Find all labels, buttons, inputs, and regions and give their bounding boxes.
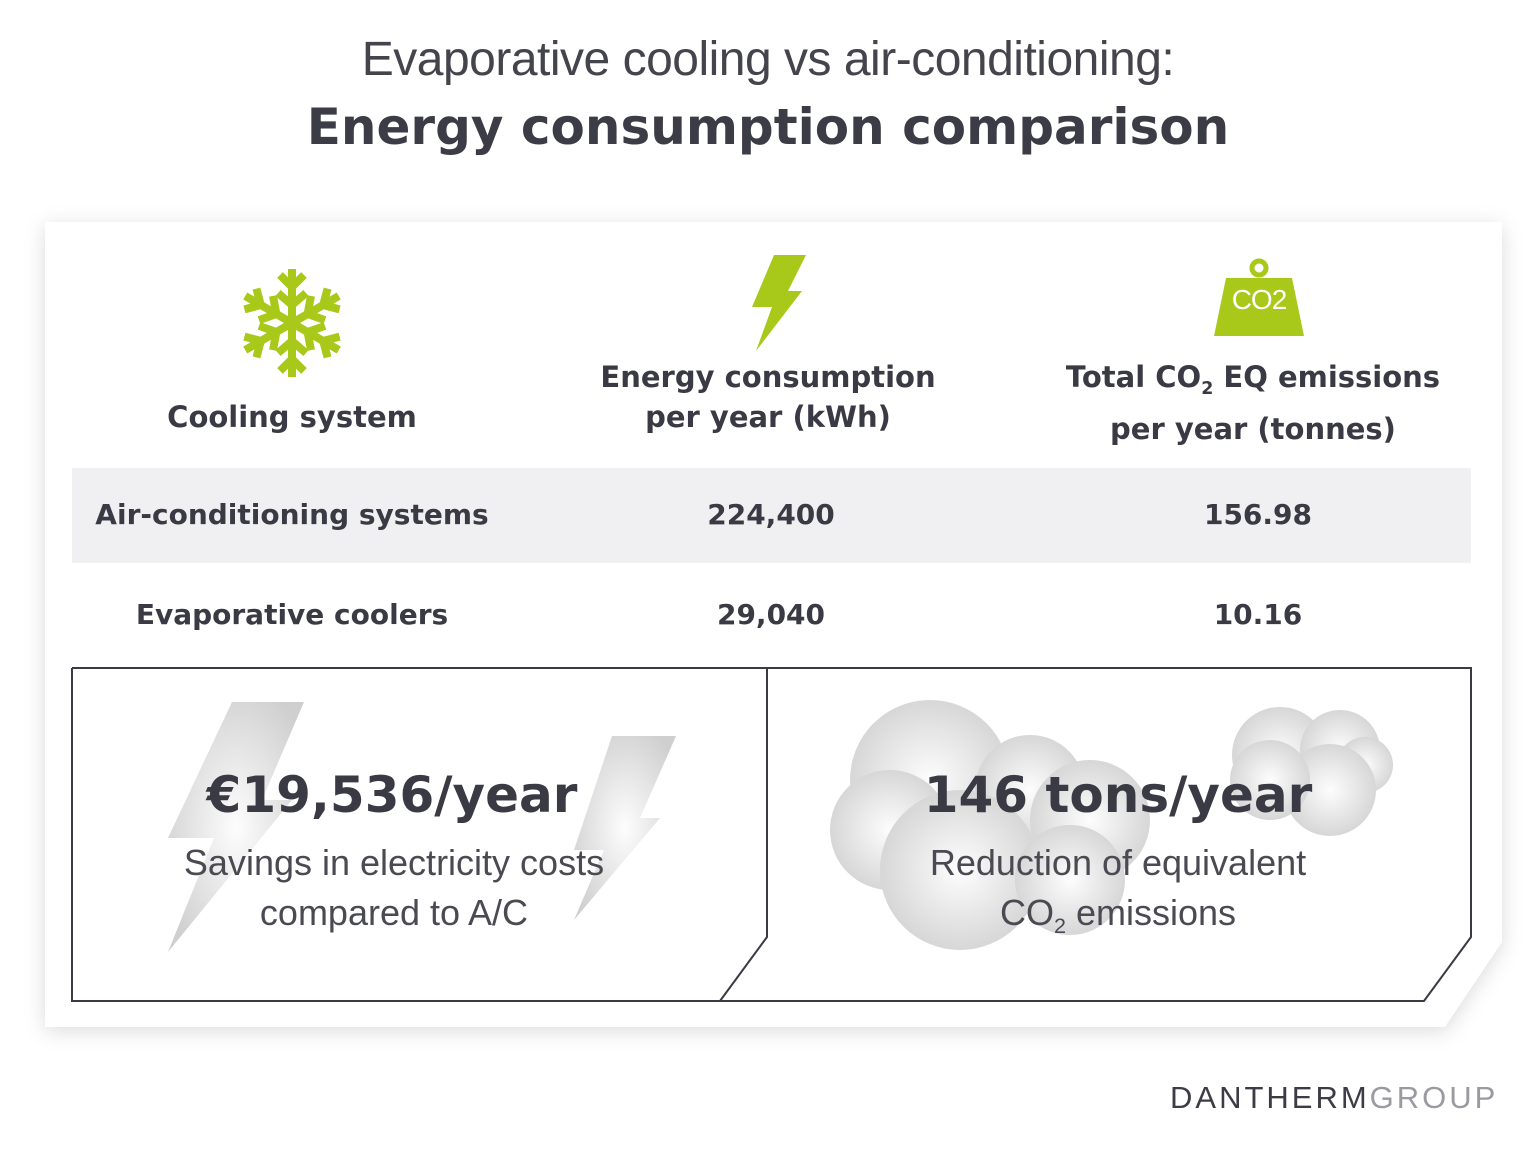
snowflake-icon [236, 269, 348, 382]
comparison-card [45, 222, 1502, 1027]
co2-weight-icon [1214, 258, 1304, 336]
lightning-bolt-decor-icon [168, 702, 676, 952]
title-line1: Evaporative cooling vs air-conditioning: [361, 33, 1175, 86]
header-co2-line2: per year (tonnes) [1110, 411, 1396, 446]
lightning-bolt-icon [752, 255, 806, 351]
savings-value: €19,536/year [206, 766, 578, 824]
header-energy: Energy consumption per year (kWh) [568, 357, 968, 437]
reduction-description: Reduction of equivalent CO2 emissions [929, 842, 1307, 939]
header-co2: Total CO2 EQ emissions per year (tonnes) [1033, 357, 1473, 449]
header-cooling-system: Cooling system [167, 400, 417, 434]
page-title: Energy consumption comparison [306, 98, 1230, 156]
row-co2: 156.98 [1203, 498, 1313, 531]
row-energy: 224,400 [707, 498, 835, 531]
co2-icon-text: CO2 [1231, 284, 1288, 315]
row-co2: 10.16 [1213, 598, 1303, 631]
header-energy-line1: Energy consumption [600, 360, 936, 394]
table-row-shade [72, 468, 1471, 563]
header-energy-line2: per year (kWh) [645, 400, 891, 434]
savings-description: Savings in electricity costs compared to … [183, 842, 605, 933]
header-co2-line1: Total CO2 EQ emissions [1065, 360, 1441, 399]
row-system: Air-conditioning systems [95, 498, 489, 531]
danthermgroup-logo: DANTHERMGROUP [1170, 1080, 1499, 1115]
row-energy: 29,040 [716, 598, 826, 631]
row-system: Evaporative coolers [135, 598, 449, 631]
cloud-decor-icon [830, 700, 1393, 950]
reduction-value: 146 tons/year [923, 766, 1313, 824]
